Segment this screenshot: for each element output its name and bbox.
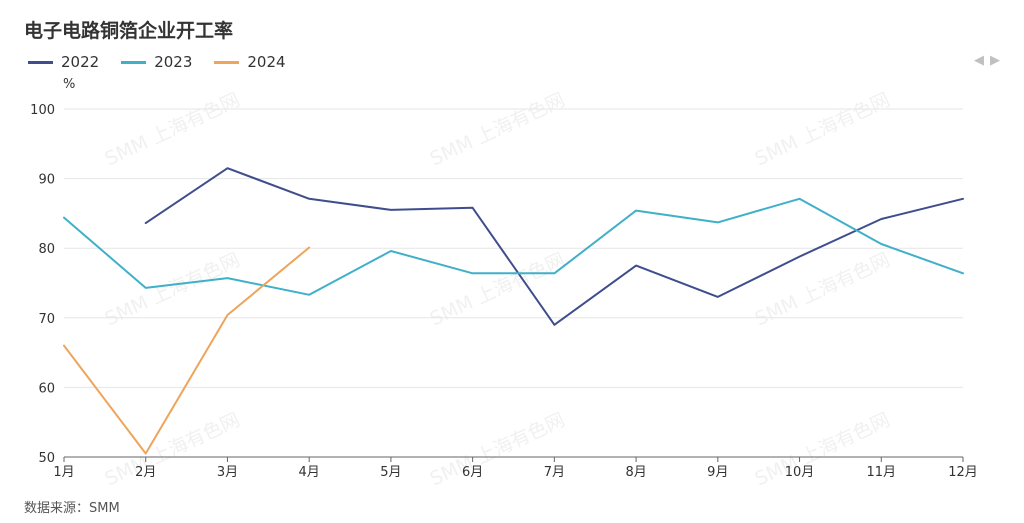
data-point-2022 — [634, 264, 638, 268]
data-source-note: 数据来源：SMM — [24, 501, 120, 516]
data-point-2023 — [879, 242, 883, 246]
watermark-text: SMM 上海有色网 — [427, 89, 569, 171]
y-tick-label: 80 — [38, 242, 55, 257]
chart-legend: 2022 2023 2024 — [28, 53, 308, 71]
data-point-2022 — [879, 217, 883, 221]
previous-page-icon[interactable]: ◀ — [974, 53, 984, 68]
data-point-2022 — [552, 323, 556, 327]
y-tick-label: 90 — [38, 173, 55, 188]
x-tick-label: 4月 — [299, 465, 320, 480]
data-point-2022 — [961, 197, 965, 201]
series-line-2024 — [63, 246, 311, 455]
y-axis-label: % — [63, 77, 76, 92]
x-tick-label: 2月 — [135, 465, 156, 480]
y-tick-label: 100 — [30, 103, 55, 118]
x-tick-label: 6月 — [462, 465, 483, 480]
data-point-2023 — [716, 220, 720, 224]
data-point-2023 — [225, 276, 229, 280]
x-tick-label: 8月 — [625, 465, 646, 480]
x-tick-label: 10月 — [785, 465, 815, 480]
legend-label-2022: 2022 — [61, 53, 100, 71]
legend-item-2023[interactable]: 2023 — [121, 53, 192, 71]
legend-label-2023: 2023 — [154, 53, 193, 71]
legend-swatch-2022 — [28, 60, 53, 64]
data-point-2022 — [307, 197, 311, 201]
data-point-2023 — [798, 197, 802, 201]
x-tick-label: 5月 — [380, 465, 401, 480]
data-point-2022 — [798, 255, 802, 259]
series-line-2022 — [144, 167, 964, 326]
x-tick-label: 1月 — [53, 465, 74, 480]
data-point-2023 — [552, 271, 556, 275]
data-point-2024 — [307, 246, 311, 250]
data-point-2023 — [471, 271, 475, 275]
legend-item-2022[interactable]: 2022 — [28, 53, 99, 71]
series-line-2023 — [63, 197, 964, 296]
data-point-2024 — [144, 452, 148, 456]
watermark-text: SMM 上海有色网 — [752, 89, 894, 171]
data-point-2023 — [144, 286, 148, 290]
legend-swatch-2024 — [214, 60, 240, 64]
data-point-2022 — [471, 206, 475, 210]
data-point-2022 — [389, 208, 393, 212]
legend-pager: ◀ ▶ — [968, 53, 1000, 68]
data-point-2023 — [62, 216, 66, 220]
legend-label-2024: 2024 — [247, 53, 286, 71]
data-point-2023 — [634, 209, 638, 213]
y-tick-label: 70 — [38, 312, 55, 327]
next-page-icon[interactable]: ▶ — [990, 53, 1000, 68]
chart-title: 电子电路铜箔企业开工率 — [24, 20, 234, 42]
x-tick-label: 11月 — [866, 465, 896, 480]
data-point-2023 — [389, 249, 393, 253]
x-tick-label: 7月 — [544, 465, 565, 480]
data-point-2024 — [62, 344, 66, 348]
watermark-text: SMM 上海有色网 — [102, 89, 244, 171]
data-point-2022 — [144, 221, 148, 225]
x-tick-label: 3月 — [217, 465, 238, 480]
legend-swatch-2023 — [121, 60, 147, 64]
data-point-2022 — [225, 166, 229, 170]
y-tick-label: 50 — [38, 451, 55, 466]
legend-item-2024[interactable]: 2024 — [214, 53, 286, 71]
data-point-2024 — [225, 313, 229, 317]
x-tick-label: 9月 — [707, 465, 728, 480]
y-tick-label: 60 — [38, 381, 55, 396]
data-point-2023 — [307, 293, 311, 297]
x-tick-label: 12月 — [948, 465, 978, 480]
data-point-2022 — [716, 295, 720, 299]
data-point-2023 — [961, 271, 965, 275]
